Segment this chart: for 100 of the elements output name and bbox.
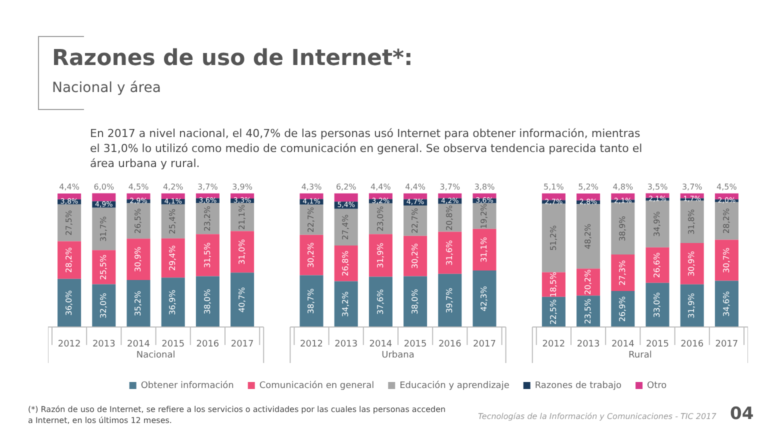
bar (404, 206, 428, 236)
legend-label: Comunicación en general (259, 380, 374, 391)
data-label: 4,4% (59, 182, 80, 192)
x-tick-label: 2013 (576, 340, 600, 350)
bar (58, 193, 82, 200)
data-label: 38,7% (306, 288, 316, 314)
x-tick-label: 2017 (230, 340, 254, 350)
data-label: 30,7% (722, 247, 731, 273)
bar (92, 193, 116, 202)
bar (576, 193, 600, 200)
data-label: 20,2% (583, 268, 592, 295)
bar (300, 275, 324, 327)
bar (646, 247, 670, 283)
data-label: 3,8% (474, 182, 496, 192)
data-label: 31,9% (376, 242, 385, 268)
data-label: 48,2% (583, 223, 592, 250)
bar (714, 280, 738, 327)
data-label: 23,5% (583, 298, 592, 324)
chart-title: Razones de uso de Internet*: (52, 46, 413, 71)
data-label: 3,7% (440, 182, 460, 192)
data-label: 28,2% (64, 246, 74, 273)
bar (126, 280, 150, 327)
x-tick-label: 2014 (369, 340, 392, 350)
data-label: 31,7% (98, 216, 108, 242)
data-label: 29,4% (168, 244, 178, 271)
x-tick-label: 2015 (162, 340, 185, 350)
data-label: 6,2% (336, 182, 357, 192)
bar (646, 282, 670, 327)
data-label: 23,0% (376, 206, 385, 232)
bar (196, 276, 220, 327)
bar (300, 234, 324, 276)
data-label: 22,7% (410, 208, 420, 234)
bar (714, 240, 738, 281)
data-label: 32,0% (98, 292, 108, 318)
bar (438, 232, 462, 274)
bar (230, 231, 254, 273)
bar (196, 203, 220, 234)
data-label: 3,9% (232, 182, 253, 192)
text: En 2017 a nivel nacional, el 40,7% de las personas usó Internet para obtener información, mientras el 31,0% lo utilizó como medio de comunicación en general. Se observa tendencia parecida tanto el área urbana y rural. (90, 126, 644, 171)
chart-subtitle: Nacional y área (52, 80, 161, 96)
data-label: 26,9% (618, 296, 627, 322)
bar (611, 254, 635, 292)
bar (472, 228, 496, 270)
data-label: 30,9% (687, 250, 696, 276)
bar (472, 193, 496, 198)
x-tick-label: 2013 (92, 340, 116, 350)
bar (126, 193, 150, 200)
data-label: 36,9% (168, 289, 178, 316)
data-label: 38,0% (202, 288, 212, 314)
data-label: 38,9% (618, 215, 627, 242)
bar (92, 250, 116, 284)
bar (680, 243, 704, 284)
bar (161, 238, 185, 278)
data-label: 51,2% (548, 224, 558, 251)
x-tick-label: 2016 (680, 340, 704, 350)
data-label: 28,2% (722, 208, 731, 234)
bar (161, 204, 185, 238)
data-label: 34,6% (722, 290, 731, 317)
x-tick-label: 2016 (196, 340, 220, 350)
bar (92, 284, 116, 327)
bar (126, 238, 150, 280)
data-label: 20,8% (444, 204, 454, 231)
text: Tecnologías de la Información y Comunicaciones - TIC 2017 (478, 412, 716, 421)
data-label: 6,0% (94, 182, 114, 192)
data-label: 31,0% (237, 238, 246, 265)
bar (472, 270, 496, 327)
text: Rural (628, 350, 652, 360)
data-label: 25,4% (168, 208, 178, 234)
data-label: 38,0% (410, 288, 420, 314)
data-label: 4,5% (128, 182, 150, 192)
data-label: 39,7% (444, 287, 454, 314)
bar (714, 202, 738, 240)
data-label: 4,5% (716, 182, 738, 192)
text: 04 (730, 404, 754, 424)
x-tick-label: 2016 (438, 340, 462, 350)
data-label: 18,5% (548, 271, 558, 298)
data-label: 31,8% (687, 208, 696, 235)
bar (334, 208, 358, 246)
x-tick-label: 2014 (611, 340, 635, 350)
data-label: 21,1% (237, 204, 246, 230)
bar (680, 200, 704, 244)
bar (438, 193, 462, 198)
data-label: 19,2% (480, 202, 489, 229)
legend-label: Otro (647, 380, 668, 391)
bar (126, 203, 150, 239)
x-tick-label: 2017 (715, 340, 738, 350)
bar (368, 276, 392, 327)
data-label: 30,2% (306, 242, 316, 268)
x-tick-label: 2014 (127, 340, 150, 350)
data-label: 4,3% (301, 182, 322, 192)
bar (58, 241, 82, 279)
bar (334, 193, 358, 202)
data-label: 31,5% (202, 242, 212, 268)
data-label: 22,7% (306, 206, 316, 232)
data-label: 37,6% (376, 288, 385, 315)
data-label: 4,4% (405, 182, 426, 192)
data-label: 26,5% (134, 208, 143, 234)
bar (438, 274, 462, 327)
bar (576, 204, 600, 269)
data-label: 5,2% (578, 182, 599, 192)
